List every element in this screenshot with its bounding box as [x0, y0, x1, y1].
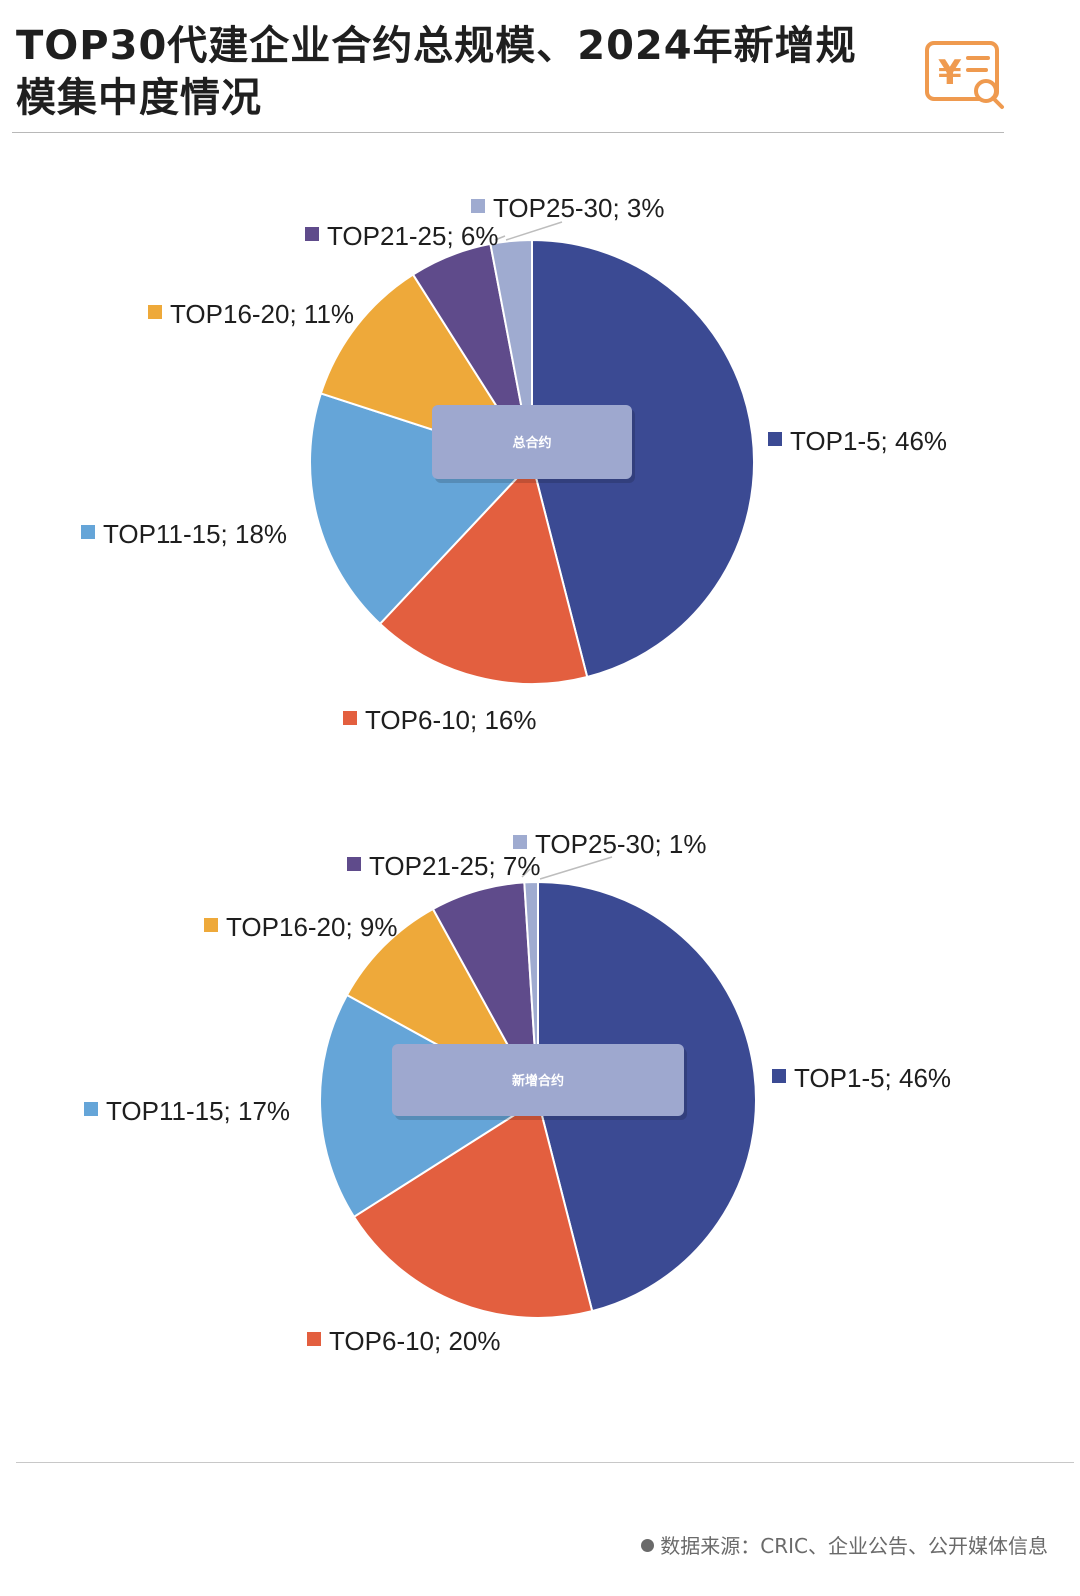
data-label-top25-30: TOP25-30; 3% [493, 193, 665, 223]
data-label-top1-5: TOP1-5; 46% [794, 1063, 951, 1093]
pie-slice-top1-5 [531, 238, 755, 679]
data-label-top21-25: TOP21-25; 6% [327, 221, 499, 251]
leader-line [505, 221, 563, 241]
footer-divider [16, 1462, 1074, 1463]
pie-svg: 新增合约 TOP1-5; 46% TOP6-10; 20% TOP11-15; 17%… [84, 835, 951, 1356]
data-label-top11-15: TOP11-15; 17% [106, 1096, 290, 1126]
label-swatch-top1-5 [772, 1069, 786, 1083]
svg-text:¥: ¥ [938, 53, 962, 93]
data-label-top1-5: TOP1-5; 46% [790, 426, 947, 456]
leader-line [494, 235, 506, 241]
bullet-icon [641, 1539, 655, 1552]
page-title: TOP30代建企业合约总规模、2024年新增规模集中度情况 [16, 23, 857, 121]
data-label-top6-10: TOP6-10; 20% [329, 1326, 501, 1356]
label-swatch-top11-15 [81, 525, 95, 539]
label-swatch-top16-20 [148, 305, 162, 319]
label-swatch-top6-10 [343, 711, 357, 725]
leader-line [521, 868, 531, 878]
data-label-top16-20: TOP16-20; 9% [226, 912, 398, 942]
label-swatch-top1-5 [768, 432, 782, 446]
center-label-box [392, 1044, 684, 1116]
pie-svg: 总合约 TOP1-5; 46% TOP6-10; 16% TOP11-15; 18% T… [81, 193, 947, 735]
leader-line [539, 856, 613, 880]
center-label-box [432, 405, 632, 479]
chart-title: 新增合约 [512, 1073, 564, 1089]
label-swatch-top25-30 [471, 199, 485, 213]
label-swatch-top21-25 [347, 857, 361, 871]
pie-chart-new: 新增合约 TOP1-5; 46% TOP6-10; 20% TOP11-15; 17%… [0, 835, 1080, 1395]
data-source: 数据来源：CRIC、企业公告、公开媒体信息 [641, 1530, 1048, 1559]
pie-slice-top6-10 [378, 459, 589, 685]
label-swatch-top11-15 [84, 1102, 98, 1116]
chart-title: 总合约 [512, 435, 551, 451]
title-divider [12, 132, 1004, 133]
label-swatch-top25-30 [513, 835, 527, 849]
label-swatch-top6-10 [307, 1332, 321, 1346]
pie-chart-total: 总合约 TOP1-5; 46% TOP6-10; 16% TOP11-15; 18% T… [0, 180, 1080, 760]
data-label-top11-15: TOP11-15; 18% [103, 519, 287, 549]
data-label-top6-10: TOP6-10; 16% [365, 705, 537, 735]
data-label-top25-30: TOP25-30; 1% [535, 835, 707, 859]
label-swatch-top16-20 [204, 918, 218, 932]
data-label-top21-25: TOP21-25; 7% [369, 851, 541, 881]
data-label-top16-20: TOP16-20; 11% [170, 299, 354, 329]
label-swatch-top21-25 [305, 227, 319, 241]
data-source-text: 数据来源：CRIC、企业公告、公开媒体信息 [660, 1534, 1048, 1558]
pie-slice-top6-10 [352, 1098, 594, 1319]
invoice-search-icon: ¥ [925, 41, 1004, 109]
